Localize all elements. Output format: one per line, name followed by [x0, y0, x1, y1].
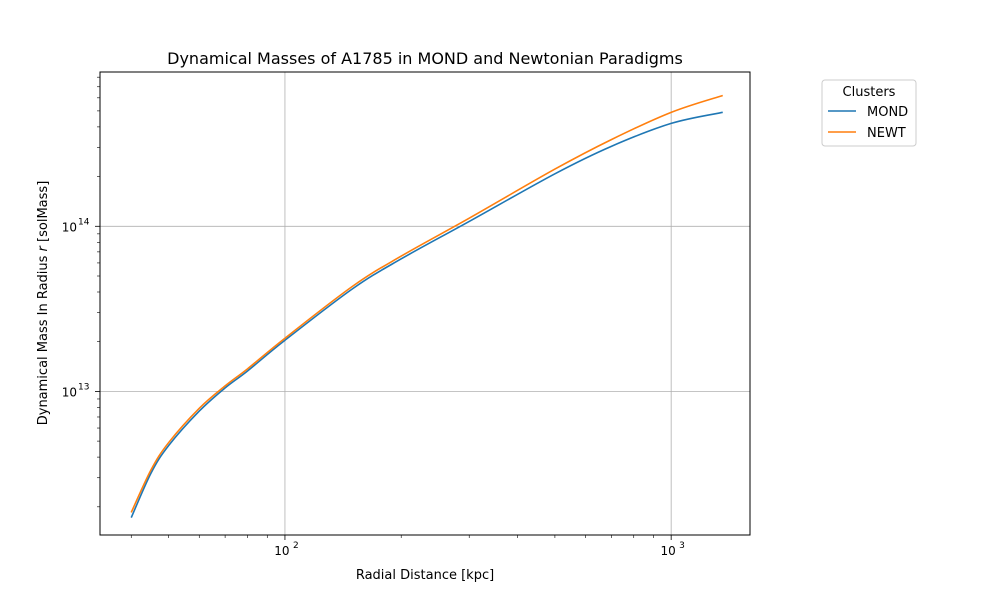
- y-axis-label-prefix: Dynamical Mass In Radius: [36, 251, 51, 425]
- x-tick-label-exponent: 3: [679, 541, 685, 551]
- series-line-newt: [130, 94, 723, 513]
- series-layer: [130, 94, 723, 518]
- y-tick-label-exponent: 14: [78, 217, 90, 227]
- x-tick-label: 10: [661, 544, 676, 558]
- x-tick-label: 10: [274, 544, 289, 558]
- legend: Clusters MOND NEWT: [821, 79, 917, 147]
- x-tick-label-exponent: 2: [293, 541, 299, 551]
- legend-box: [821, 79, 917, 147]
- minor-ticks: [97, 76, 654, 538]
- chart-title: Dynamical Masses of A1785 in MOND and Ne…: [167, 49, 683, 68]
- plot-frame: [99, 71, 751, 536]
- legend-title: Clusters: [843, 85, 896, 100]
- y-axis-label-variable: r: [36, 244, 51, 251]
- grid: [100, 72, 750, 535]
- y-axis-label-suffix: [solMass]: [36, 181, 51, 246]
- legend-label-mond: MOND: [867, 105, 908, 120]
- legend-label-newt: NEWT: [867, 126, 906, 141]
- x-axis-label: Radial Distance [kpc]: [356, 568, 494, 583]
- y-axis-label: Dynamical Mass In Radius r [solMass]: [36, 181, 51, 426]
- y-tick-label: 10: [62, 385, 77, 399]
- y-tick-label: 10: [62, 220, 77, 234]
- y-tick-label-exponent: 13: [78, 382, 89, 392]
- series-line-mond: [130, 111, 723, 518]
